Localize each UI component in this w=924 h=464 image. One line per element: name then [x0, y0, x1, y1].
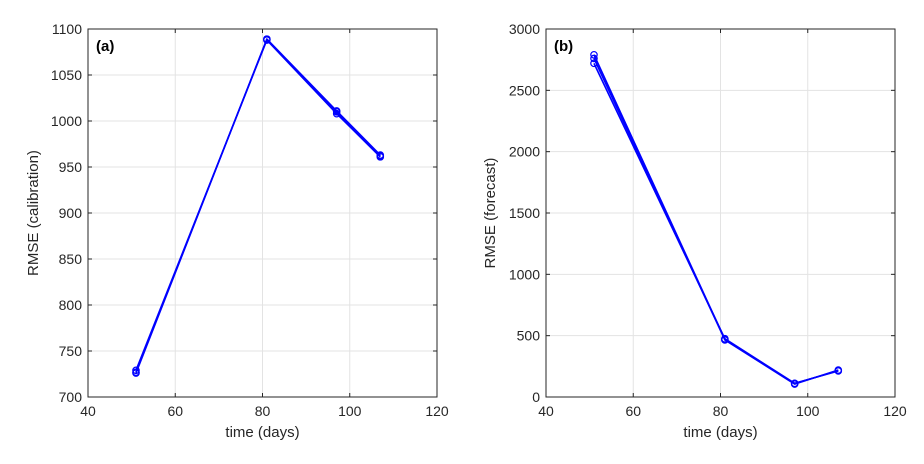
- x-tick-label: 100: [796, 403, 820, 419]
- series-line: [135, 38, 381, 374]
- y-tick-label: 950: [59, 159, 83, 175]
- series-line: [135, 39, 381, 371]
- x-tick-label: 40: [538, 403, 554, 419]
- y-tick-label: 1500: [509, 205, 540, 221]
- data-point: [721, 334, 729, 343]
- y-tick-label: 2000: [509, 144, 540, 160]
- x-tick-label: 120: [883, 403, 907, 419]
- x-tick-label: 60: [625, 403, 641, 419]
- chart-a: 40 60 80 100 120 700 750 800 850 900 950 1000 1050 11…: [25, 21, 449, 441]
- y-tick-label: 700: [59, 389, 83, 405]
- data-point: [132, 369, 140, 377]
- data-point: [790, 379, 799, 388]
- y-tick-label: 1000: [509, 266, 540, 282]
- panel-label-a: (a): [96, 38, 114, 55]
- axes-frame: [545, 28, 896, 398]
- panel-label-b: (b): [554, 38, 573, 55]
- data-point: [263, 35, 271, 43]
- series-group: [590, 50, 843, 388]
- y-tick-label: 800: [59, 297, 83, 313]
- ticks: 40 60 80 100 120 0 500 1000 1500 2000 2500 3000: [509, 21, 907, 419]
- x-tick-label: 100: [338, 403, 362, 419]
- y-tick-label: 1050: [51, 67, 82, 83]
- y-tick-label: 750: [59, 343, 83, 359]
- axes-frame: [87, 28, 438, 398]
- ticks: 40 60 80 100 120 700 750 800 850 900 950 1000 1050 11…: [51, 21, 449, 419]
- y-tick-label: 3000: [509, 21, 540, 37]
- series-line: [593, 63, 839, 385]
- y-tick-label: 0: [532, 389, 540, 405]
- x-axis-label: time (days): [683, 424, 757, 441]
- data-point: [590, 54, 598, 63]
- grid: [545, 28, 896, 398]
- data-point: [590, 59, 598, 68]
- x-tick-label: 60: [167, 403, 183, 419]
- series-group: [132, 35, 385, 377]
- series-line: [135, 38, 381, 373]
- data-point: [332, 107, 341, 115]
- x-axis-label: time (days): [225, 424, 299, 441]
- y-tick-label: 1000: [51, 113, 82, 129]
- x-tick-label: 80: [255, 403, 271, 419]
- y-axis-label: RMSE (calibration): [25, 150, 42, 276]
- y-tick-label: 1100: [52, 21, 82, 37]
- x-tick-label: 40: [80, 403, 96, 419]
- y-tick-label: 2500: [509, 82, 540, 98]
- series-line: [593, 54, 839, 385]
- data-point: [834, 367, 843, 375]
- data-point: [376, 151, 385, 159]
- data-point: [132, 366, 140, 375]
- y-tick-label: 500: [517, 328, 541, 344]
- chart-b: 40 60 80 100 120 0 500 1000 1500 2000 2500 3000 time…: [482, 21, 907, 441]
- y-tick-label: 900: [59, 205, 83, 221]
- x-tick-label: 120: [425, 403, 449, 419]
- y-axis-label: RMSE (forecast): [482, 158, 499, 269]
- grid: [87, 28, 438, 398]
- y-tick-label: 850: [59, 251, 83, 267]
- data-point: [590, 50, 598, 59]
- x-tick-label: 80: [713, 403, 729, 419]
